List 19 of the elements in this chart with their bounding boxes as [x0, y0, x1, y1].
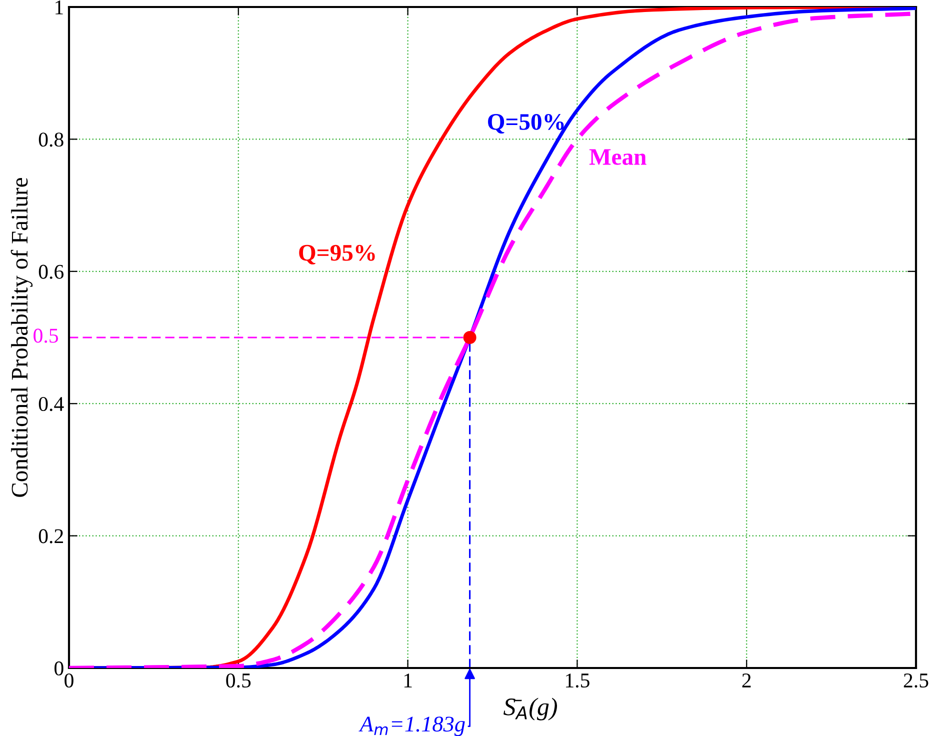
x-tick-label: 2.5	[904, 674, 928, 688]
ref-line-label: A$_{m}$=1.183g	[358, 716, 465, 736]
series-label: Mean	[589, 149, 646, 165]
y-tick-label: 0.6	[38, 264, 64, 279]
x-tick-label: 0	[64, 673, 74, 688]
x-axis-title: S̄$_{A}$(g)	[504, 698, 558, 720]
y-tick-label: 0	[54, 661, 64, 676]
series-label: Q=95%	[299, 244, 375, 264]
y-tick-label: 1	[56, 0, 63, 14]
y-tick-label: 0.8	[38, 132, 64, 147]
x-tick-label: 2	[742, 674, 751, 688]
y-axis-title: Conditional Probability of Failure	[10, 178, 33, 497]
ref-line-label: 0.5	[34, 328, 58, 343]
x-tick-label: 1.5	[566, 674, 590, 688]
series-label: Q=50%	[488, 114, 564, 134]
x-tick-label: 1	[404, 674, 412, 688]
y-tick-label: 0.2	[38, 529, 63, 544]
y-tick-label: 0.4	[38, 396, 64, 412]
x-tick-label: 0.5	[226, 673, 251, 688]
